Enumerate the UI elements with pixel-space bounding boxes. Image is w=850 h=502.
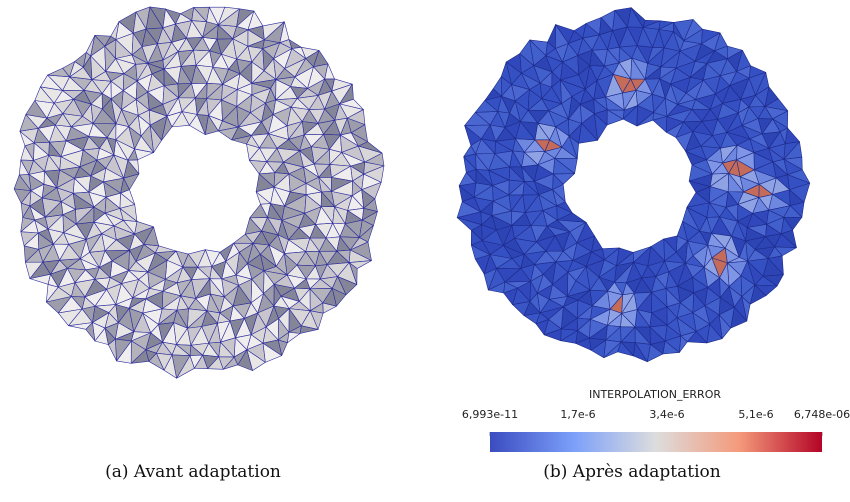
mesh-cell bbox=[270, 186, 285, 207]
mesh-cell bbox=[785, 127, 800, 145]
colorbar-title: INTERPOLATION_ERROR bbox=[589, 388, 721, 401]
mesh-cell bbox=[758, 183, 773, 198]
colorbar-tick-label: 5,1e-6 bbox=[738, 408, 773, 421]
mesh-cell bbox=[318, 176, 332, 193]
mesh-cell bbox=[688, 180, 711, 193]
colorbar-tick-label: 1,7e-6 bbox=[560, 408, 595, 421]
colorbar-ticks: 6,993e-11 1,7e-6 3,4e-6 5,1e-6 6,748e-06 bbox=[462, 408, 850, 440]
mesh-cell bbox=[789, 182, 811, 203]
colorbar-tick-label: 6,748e-06 bbox=[794, 408, 850, 421]
colorbar bbox=[490, 432, 822, 452]
mesh-cell bbox=[287, 331, 301, 344]
mesh-cell bbox=[351, 180, 363, 196]
mesh-after bbox=[456, 7, 811, 363]
caption: (a) Avant adaptation bbox=[105, 462, 281, 482]
mesh-before bbox=[13, 6, 385, 379]
caption: (b) Après adaptation bbox=[543, 462, 721, 482]
colorbar-tick-label: 6,993e-11 bbox=[462, 408, 518, 421]
mesh-cell bbox=[772, 177, 790, 195]
mesh-cell bbox=[727, 173, 744, 193]
mesh-cell bbox=[361, 182, 382, 200]
colorbar-tick-label: 3,4e-6 bbox=[649, 408, 684, 421]
mesh-cell bbox=[305, 183, 322, 195]
